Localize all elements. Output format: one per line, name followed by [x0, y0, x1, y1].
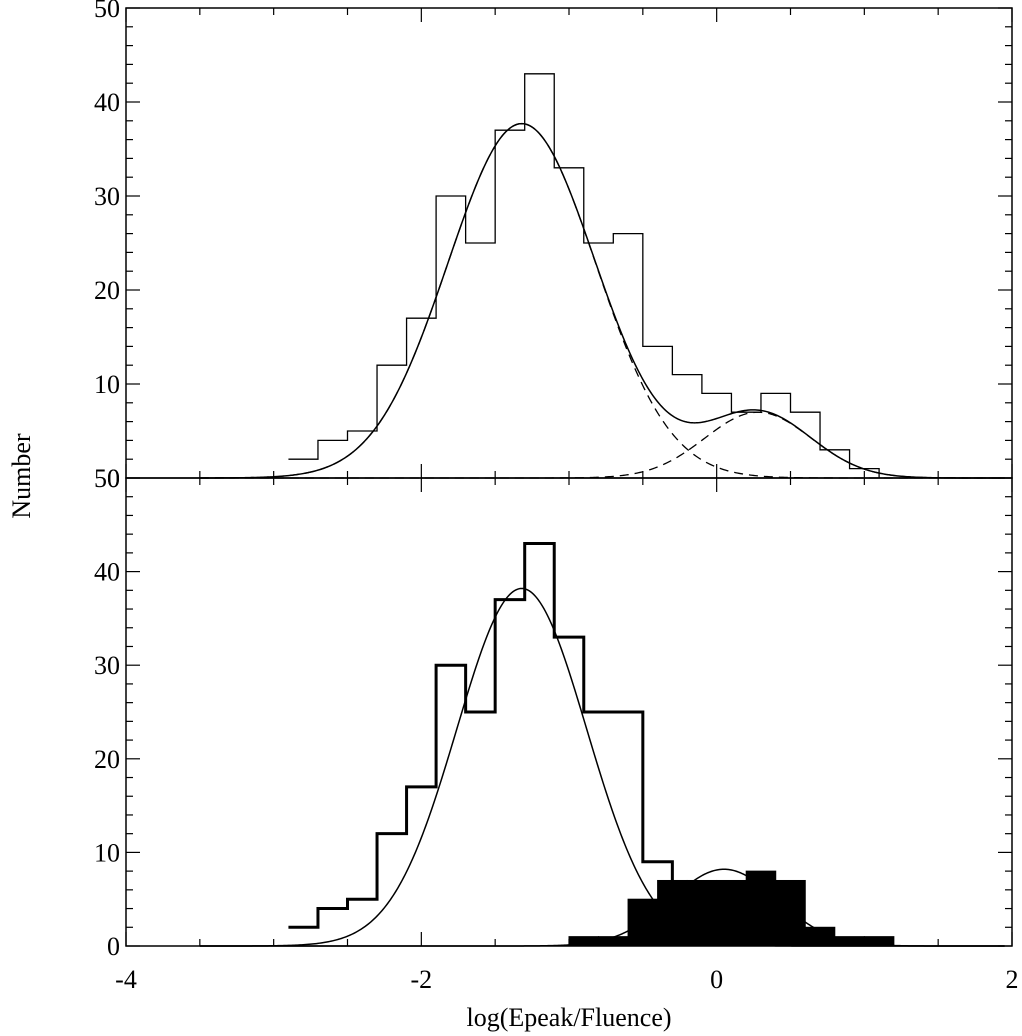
bottom-histogram-outline — [288, 542, 674, 946]
bottom-x-tick-label: 2 — [1006, 965, 1019, 994]
bottom-filled-bar — [745, 870, 777, 947]
top-plot-frame — [125, 7, 1013, 479]
bottom-plot-frame — [125, 477, 1013, 947]
top-y-tick-label: 30 — [94, 182, 120, 211]
bottom-y-tick-label: 20 — [94, 745, 120, 774]
bottom-x-tick-label: -4 — [115, 965, 137, 994]
top-histogram-bar — [584, 243, 614, 478]
top-y-tick-label: 50 — [94, 0, 120, 23]
top-y-tick-label: 20 — [94, 276, 120, 305]
top-histogram-bar — [761, 393, 791, 478]
bottom-y-tick-label: 10 — [94, 838, 120, 867]
bottom-filled-bar — [804, 926, 836, 947]
bottom-histogram-bar — [554, 637, 584, 946]
top-y-tick-label: 0 — [107, 464, 120, 493]
bottom-x-tick-label: -2 — [410, 965, 432, 994]
top-histogram-bar — [613, 234, 643, 478]
bottom-histogram-bar — [584, 712, 614, 946]
bottom-histogram-bar — [348, 899, 378, 946]
top-component-curve-2 — [199, 411, 1005, 479]
bottom-histogram-bar — [377, 834, 407, 946]
x-axis-title: log(Epeak/Fluence) — [466, 1003, 671, 1032]
bottom-filled-bar — [686, 879, 718, 947]
y-axis-title: Number — [7, 433, 36, 519]
top-histogram-outline — [288, 73, 880, 478]
top-histogram-bar — [348, 431, 378, 478]
top-histogram-bar — [436, 196, 466, 478]
bottom-filled-bar — [598, 936, 629, 947]
bottom-histogram-bar — [436, 665, 466, 946]
bottom-filled-bar — [716, 879, 747, 947]
bottom-histogram-bar — [466, 712, 496, 946]
top-sum-curve — [199, 122, 1005, 479]
top-histogram-bar — [791, 412, 821, 478]
bottom-histogram-bar — [525, 544, 555, 946]
bottom-y-tick-label: 30 — [94, 651, 120, 680]
bottom-x-tick-label: 0 — [710, 965, 723, 994]
top-histogram-bar — [495, 130, 525, 478]
bottom-panel: 0 10 20 30 40 50 -4 -2 0 2 — [94, 464, 1019, 994]
top-histogram-bar — [731, 412, 761, 478]
top-histogram-bar — [466, 243, 496, 478]
bottom-histogram-bar — [495, 600, 525, 946]
bottom-y-tick-label: 40 — [94, 558, 120, 587]
top-component-curve-1 — [199, 122, 1005, 479]
bottom-fit-curve-1 — [199, 587, 1005, 947]
bottom-fit-curve-2 — [199, 868, 1005, 947]
top-histogram-bar — [672, 375, 702, 478]
top-histogram-bar — [407, 318, 437, 478]
bottom-y-tick-label: 0 — [107, 932, 120, 961]
top-panel: 0 10 20 30 40 50 — [94, 0, 1013, 493]
top-y-tick-label: 10 — [94, 370, 120, 399]
bottom-y-tick-label: 50 — [94, 464, 120, 493]
top-y-tick-label: 40 — [94, 88, 120, 117]
bottom-filled-bar — [775, 879, 806, 947]
